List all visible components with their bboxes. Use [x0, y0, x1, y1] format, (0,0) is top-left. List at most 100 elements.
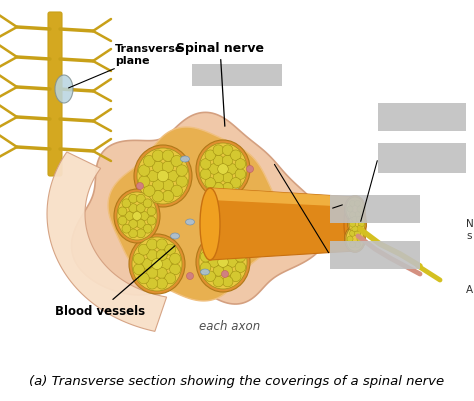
Circle shape — [170, 264, 181, 275]
Circle shape — [209, 164, 219, 175]
Circle shape — [222, 277, 233, 287]
Circle shape — [152, 191, 164, 203]
Circle shape — [144, 186, 155, 197]
Circle shape — [246, 166, 254, 173]
Ellipse shape — [222, 192, 272, 247]
Circle shape — [238, 196, 247, 206]
Circle shape — [129, 204, 137, 213]
Circle shape — [152, 259, 163, 270]
Circle shape — [226, 210, 236, 219]
Circle shape — [246, 233, 256, 242]
Circle shape — [122, 225, 131, 233]
Circle shape — [156, 239, 167, 250]
Circle shape — [258, 210, 268, 219]
Ellipse shape — [349, 215, 365, 235]
Circle shape — [147, 171, 159, 182]
Circle shape — [230, 178, 241, 188]
Circle shape — [357, 207, 363, 213]
Circle shape — [156, 278, 167, 290]
Circle shape — [165, 273, 176, 284]
Circle shape — [137, 195, 146, 203]
Circle shape — [152, 162, 164, 173]
Text: Transverse
plane: Transverse plane — [69, 44, 183, 89]
Circle shape — [230, 150, 241, 161]
Circle shape — [222, 146, 233, 156]
Circle shape — [138, 273, 149, 284]
Circle shape — [251, 215, 260, 224]
Ellipse shape — [225, 194, 269, 244]
Polygon shape — [72, 113, 328, 304]
Circle shape — [162, 151, 174, 162]
Circle shape — [230, 271, 241, 282]
Circle shape — [222, 237, 233, 248]
Circle shape — [357, 237, 363, 242]
Circle shape — [238, 233, 247, 242]
Ellipse shape — [196, 141, 250, 198]
Ellipse shape — [185, 219, 194, 225]
Ellipse shape — [233, 190, 241, 196]
Circle shape — [222, 156, 233, 166]
Circle shape — [170, 253, 181, 265]
Circle shape — [246, 196, 256, 206]
Circle shape — [205, 243, 216, 253]
Circle shape — [129, 229, 137, 238]
FancyBboxPatch shape — [330, 241, 420, 269]
Circle shape — [227, 164, 237, 175]
Circle shape — [129, 220, 137, 229]
Circle shape — [146, 239, 158, 250]
Ellipse shape — [345, 226, 365, 253]
Circle shape — [140, 212, 149, 221]
Circle shape — [356, 217, 362, 223]
Circle shape — [226, 219, 236, 229]
Ellipse shape — [200, 188, 220, 260]
Text: A: A — [466, 284, 473, 294]
Text: Blood vessels: Blood vessels — [55, 246, 175, 317]
Circle shape — [129, 195, 137, 203]
Circle shape — [230, 228, 240, 237]
Circle shape — [227, 257, 237, 267]
Circle shape — [209, 257, 219, 267]
Ellipse shape — [196, 233, 250, 292]
Circle shape — [125, 212, 134, 221]
Circle shape — [355, 212, 360, 218]
Polygon shape — [210, 188, 355, 207]
Ellipse shape — [181, 157, 190, 162]
Circle shape — [165, 245, 176, 255]
Ellipse shape — [117, 192, 157, 241]
Circle shape — [349, 231, 356, 237]
Circle shape — [347, 237, 353, 242]
FancyBboxPatch shape — [378, 104, 466, 132]
Circle shape — [246, 223, 256, 233]
Circle shape — [118, 217, 127, 225]
Circle shape — [349, 242, 356, 248]
Circle shape — [162, 191, 174, 203]
Ellipse shape — [199, 235, 247, 289]
Ellipse shape — [199, 144, 247, 196]
Circle shape — [242, 215, 252, 224]
Circle shape — [137, 183, 144, 190]
FancyBboxPatch shape — [330, 196, 420, 223]
Circle shape — [254, 228, 264, 237]
Ellipse shape — [201, 269, 210, 275]
Circle shape — [147, 207, 156, 216]
Circle shape — [258, 219, 268, 229]
Circle shape — [222, 248, 233, 259]
Circle shape — [213, 237, 224, 248]
Circle shape — [355, 242, 360, 248]
Circle shape — [347, 207, 353, 213]
Circle shape — [213, 173, 224, 183]
Circle shape — [218, 257, 228, 267]
Circle shape — [205, 150, 216, 161]
Ellipse shape — [129, 235, 185, 294]
Ellipse shape — [134, 146, 192, 207]
Circle shape — [234, 215, 244, 224]
Ellipse shape — [347, 213, 366, 236]
FancyBboxPatch shape — [48, 13, 62, 176]
Circle shape — [352, 217, 358, 223]
Circle shape — [133, 264, 145, 275]
Circle shape — [176, 176, 188, 188]
Circle shape — [133, 212, 141, 221]
Circle shape — [213, 277, 224, 287]
Circle shape — [147, 268, 158, 279]
Text: Spinal nerve: Spinal nerve — [176, 42, 264, 127]
